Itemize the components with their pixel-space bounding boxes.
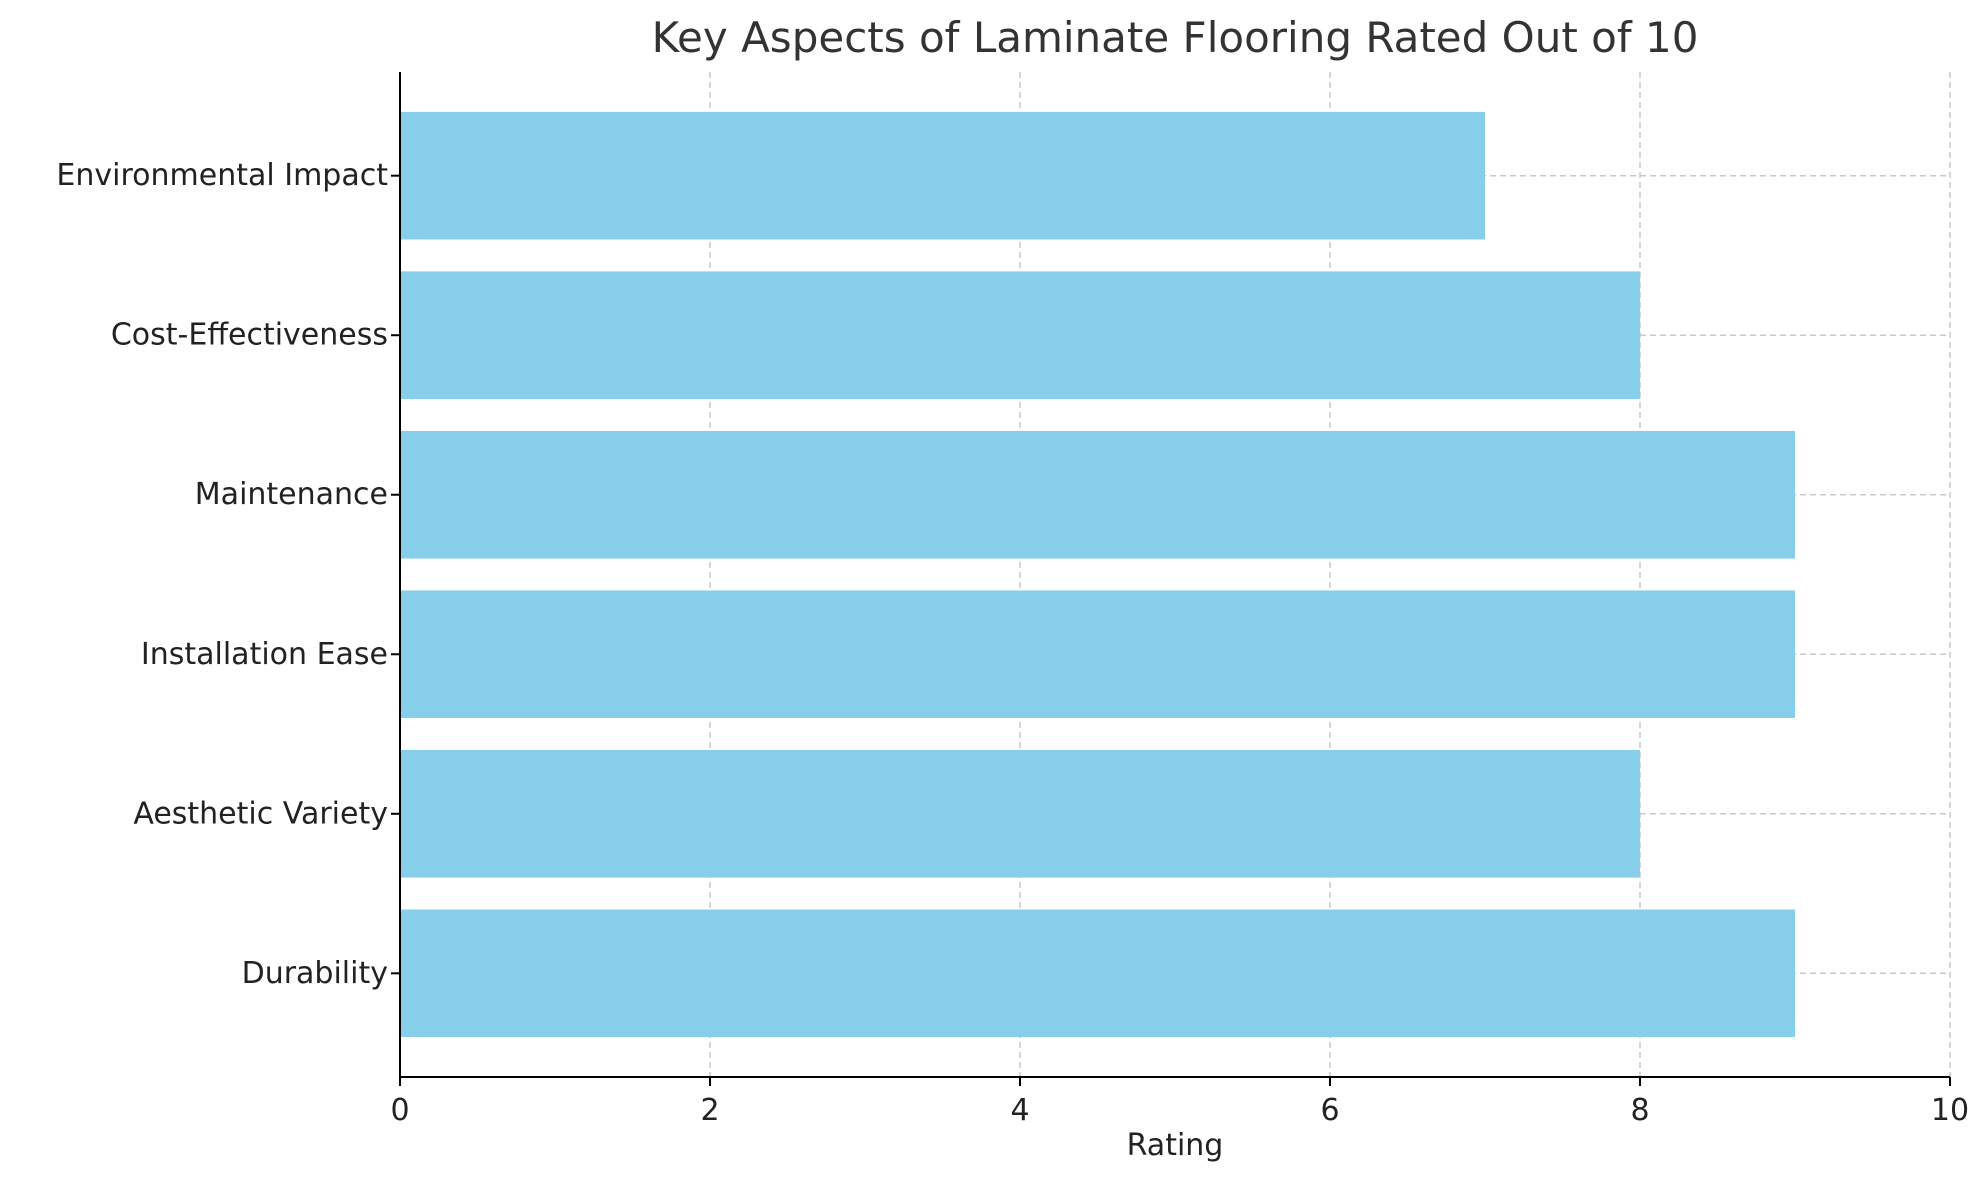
x-tick-label: 0 xyxy=(390,1093,409,1128)
bar xyxy=(400,271,1640,400)
bar xyxy=(400,909,1795,1038)
chart-title: Key Aspects of Laminate Flooring Rated O… xyxy=(652,13,1699,62)
bar xyxy=(400,111,1485,240)
x-tick-label: 2 xyxy=(700,1093,719,1128)
bar xyxy=(400,590,1795,719)
y-tick-label: Maintenance xyxy=(195,477,388,512)
y-tick-label: Cost-Effectiveness xyxy=(111,318,388,353)
x-tick-label: 8 xyxy=(1630,1093,1649,1128)
axes xyxy=(399,72,1950,1078)
bars xyxy=(400,111,1795,1038)
x-tick-label: 10 xyxy=(1931,1093,1969,1128)
x-tick-label: 4 xyxy=(1010,1093,1029,1128)
tick-labels: 0 2 4 6 8 10 Durability Aesthetic Variety Instal… xyxy=(56,158,1969,1128)
bar xyxy=(400,749,1640,878)
y-tick-label: Installation Ease xyxy=(141,637,388,672)
y-tick-label: Durability xyxy=(242,956,388,991)
bar xyxy=(400,430,1795,559)
y-tick-label: Aesthetic Variety xyxy=(133,796,388,831)
y-tick-label: Environmental Impact xyxy=(56,158,388,193)
x-axis-label: Rating xyxy=(1127,1128,1224,1163)
x-tick-label: 6 xyxy=(1320,1093,1339,1128)
